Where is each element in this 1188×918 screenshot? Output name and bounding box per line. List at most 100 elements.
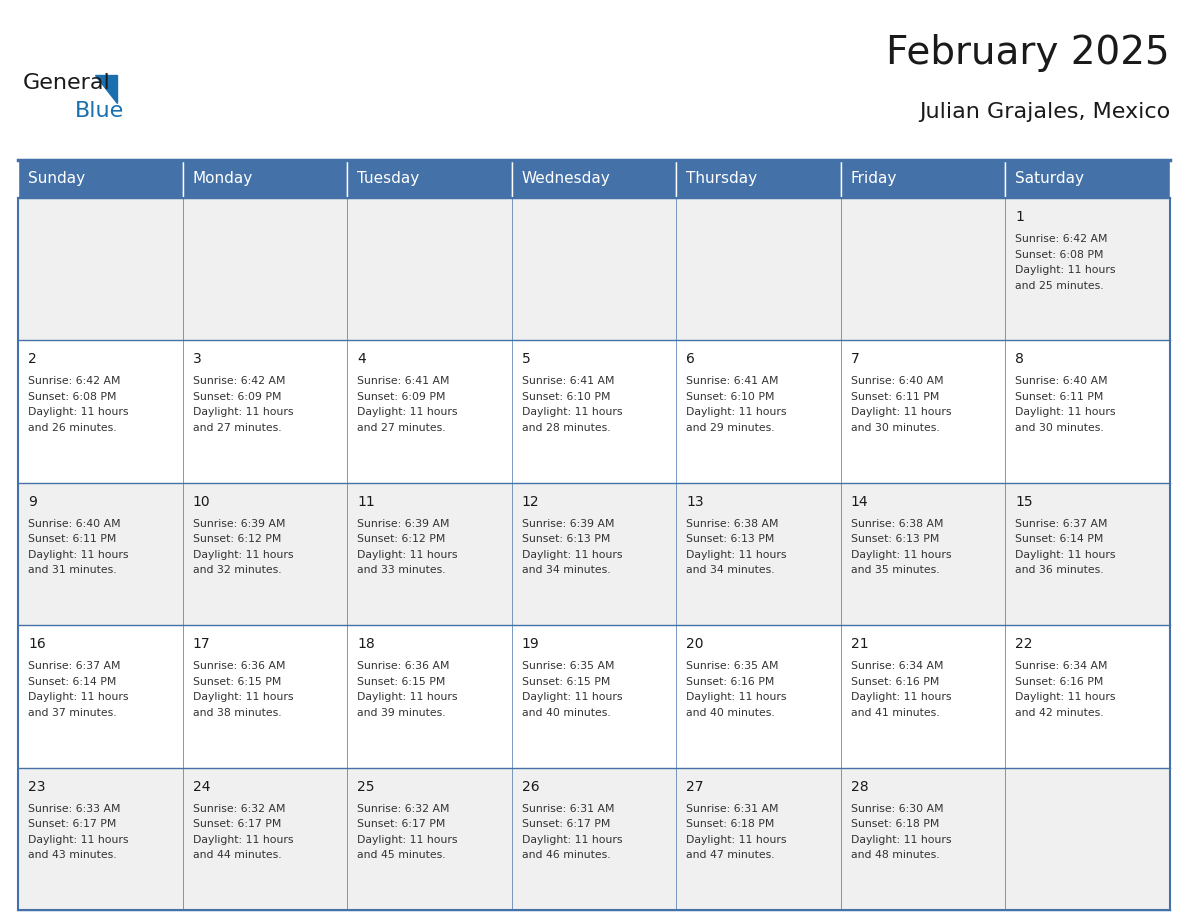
Text: Sunset: 6:11 PM: Sunset: 6:11 PM (29, 534, 116, 544)
Text: Wednesday: Wednesday (522, 172, 611, 186)
Bar (18, 483, 183, 625)
Bar (676, 341, 841, 483)
Text: Sunrise: 6:31 AM: Sunrise: 6:31 AM (522, 803, 614, 813)
Text: 15: 15 (1016, 495, 1034, 509)
Text: 24: 24 (192, 779, 210, 793)
Text: Sunset: 6:08 PM: Sunset: 6:08 PM (1016, 250, 1104, 260)
Text: 19: 19 (522, 637, 539, 651)
Text: Daylight: 11 hours: Daylight: 11 hours (358, 408, 457, 418)
Bar (347, 160, 512, 198)
Text: February 2025: February 2025 (886, 34, 1170, 72)
Bar (676, 625, 841, 767)
Text: Sunrise: 6:40 AM: Sunrise: 6:40 AM (1016, 376, 1108, 386)
Text: Daylight: 11 hours: Daylight: 11 hours (358, 550, 457, 560)
Text: Sunrise: 6:42 AM: Sunrise: 6:42 AM (1016, 234, 1108, 244)
Bar (183, 767, 347, 910)
Text: Sunrise: 6:36 AM: Sunrise: 6:36 AM (358, 661, 449, 671)
Text: 11: 11 (358, 495, 375, 509)
Text: 13: 13 (687, 495, 704, 509)
Text: Daylight: 11 hours: Daylight: 11 hours (29, 834, 128, 845)
Bar (347, 341, 512, 483)
Text: Sunrise: 6:41 AM: Sunrise: 6:41 AM (522, 376, 614, 386)
Text: Daylight: 11 hours: Daylight: 11 hours (851, 550, 952, 560)
Text: and 33 minutes.: and 33 minutes. (358, 565, 446, 576)
Text: Sunrise: 6:32 AM: Sunrise: 6:32 AM (192, 803, 285, 813)
Bar (183, 625, 347, 767)
Text: Daylight: 11 hours: Daylight: 11 hours (851, 834, 952, 845)
Text: and 27 minutes.: and 27 minutes. (358, 423, 446, 433)
Text: Sunset: 6:17 PM: Sunset: 6:17 PM (192, 819, 280, 829)
Text: Sunset: 6:13 PM: Sunset: 6:13 PM (851, 534, 940, 544)
Text: Sunset: 6:15 PM: Sunset: 6:15 PM (358, 677, 446, 687)
Text: and 29 minutes.: and 29 minutes. (687, 423, 775, 433)
Text: Sunset: 6:09 PM: Sunset: 6:09 PM (358, 392, 446, 402)
Text: 10: 10 (192, 495, 210, 509)
Text: Sunrise: 6:40 AM: Sunrise: 6:40 AM (29, 519, 121, 529)
Bar (512, 767, 676, 910)
Text: and 39 minutes.: and 39 minutes. (358, 708, 446, 718)
Text: Daylight: 11 hours: Daylight: 11 hours (29, 550, 128, 560)
Text: and 31 minutes.: and 31 minutes. (29, 565, 116, 576)
Text: and 34 minutes.: and 34 minutes. (522, 565, 611, 576)
Text: Sunrise: 6:42 AM: Sunrise: 6:42 AM (29, 376, 120, 386)
Text: and 46 minutes.: and 46 minutes. (522, 850, 611, 860)
Bar (347, 198, 512, 341)
Text: and 43 minutes.: and 43 minutes. (29, 850, 116, 860)
Bar (1005, 625, 1170, 767)
Text: Daylight: 11 hours: Daylight: 11 hours (29, 692, 128, 702)
Text: Daylight: 11 hours: Daylight: 11 hours (192, 834, 293, 845)
Text: Sunrise: 6:37 AM: Sunrise: 6:37 AM (29, 661, 120, 671)
Text: 12: 12 (522, 495, 539, 509)
Bar (1005, 767, 1170, 910)
Text: 9: 9 (29, 495, 37, 509)
Text: Sunrise: 6:39 AM: Sunrise: 6:39 AM (192, 519, 285, 529)
Bar (183, 483, 347, 625)
Bar (18, 767, 183, 910)
Text: Daylight: 11 hours: Daylight: 11 hours (687, 550, 786, 560)
Text: and 28 minutes.: and 28 minutes. (522, 423, 611, 433)
Text: 20: 20 (687, 637, 703, 651)
Bar (841, 483, 1005, 625)
Bar (841, 160, 1005, 198)
Text: Tuesday: Tuesday (358, 172, 419, 186)
Text: Sunday: Sunday (29, 172, 86, 186)
Text: Sunset: 6:16 PM: Sunset: 6:16 PM (851, 677, 940, 687)
Text: Sunrise: 6:38 AM: Sunrise: 6:38 AM (687, 519, 779, 529)
Text: Sunset: 6:18 PM: Sunset: 6:18 PM (687, 819, 775, 829)
Text: Sunset: 6:16 PM: Sunset: 6:16 PM (687, 677, 775, 687)
Text: Saturday: Saturday (1016, 172, 1085, 186)
Text: and 41 minutes.: and 41 minutes. (851, 708, 940, 718)
Bar (347, 625, 512, 767)
Text: Sunset: 6:17 PM: Sunset: 6:17 PM (522, 819, 611, 829)
Text: Sunrise: 6:35 AM: Sunrise: 6:35 AM (687, 661, 779, 671)
Bar (676, 767, 841, 910)
Text: Sunrise: 6:41 AM: Sunrise: 6:41 AM (687, 376, 779, 386)
Text: Sunset: 6:15 PM: Sunset: 6:15 PM (522, 677, 611, 687)
Text: Daylight: 11 hours: Daylight: 11 hours (358, 834, 457, 845)
Text: Thursday: Thursday (687, 172, 758, 186)
Bar (18, 160, 183, 198)
Text: Daylight: 11 hours: Daylight: 11 hours (851, 408, 952, 418)
Text: 2: 2 (29, 353, 37, 366)
Text: Sunset: 6:10 PM: Sunset: 6:10 PM (522, 392, 611, 402)
Text: Sunset: 6:11 PM: Sunset: 6:11 PM (851, 392, 940, 402)
Text: Sunrise: 6:40 AM: Sunrise: 6:40 AM (851, 376, 943, 386)
Text: Blue: Blue (75, 101, 125, 121)
Text: and 45 minutes.: and 45 minutes. (358, 850, 446, 860)
Text: Sunset: 6:17 PM: Sunset: 6:17 PM (29, 819, 116, 829)
Text: Daylight: 11 hours: Daylight: 11 hours (192, 408, 293, 418)
Text: and 36 minutes.: and 36 minutes. (1016, 565, 1104, 576)
Text: and 42 minutes.: and 42 minutes. (1016, 708, 1104, 718)
Text: and 30 minutes.: and 30 minutes. (851, 423, 940, 433)
Bar (347, 767, 512, 910)
Text: Sunrise: 6:35 AM: Sunrise: 6:35 AM (522, 661, 614, 671)
Text: 1: 1 (1016, 210, 1024, 224)
Polygon shape (95, 75, 116, 103)
Text: Daylight: 11 hours: Daylight: 11 hours (851, 692, 952, 702)
Text: and 48 minutes.: and 48 minutes. (851, 850, 940, 860)
Text: Sunset: 6:17 PM: Sunset: 6:17 PM (358, 819, 446, 829)
Text: 17: 17 (192, 637, 210, 651)
Text: Sunset: 6:12 PM: Sunset: 6:12 PM (358, 534, 446, 544)
Text: Daylight: 11 hours: Daylight: 11 hours (1016, 265, 1116, 275)
Bar (512, 198, 676, 341)
